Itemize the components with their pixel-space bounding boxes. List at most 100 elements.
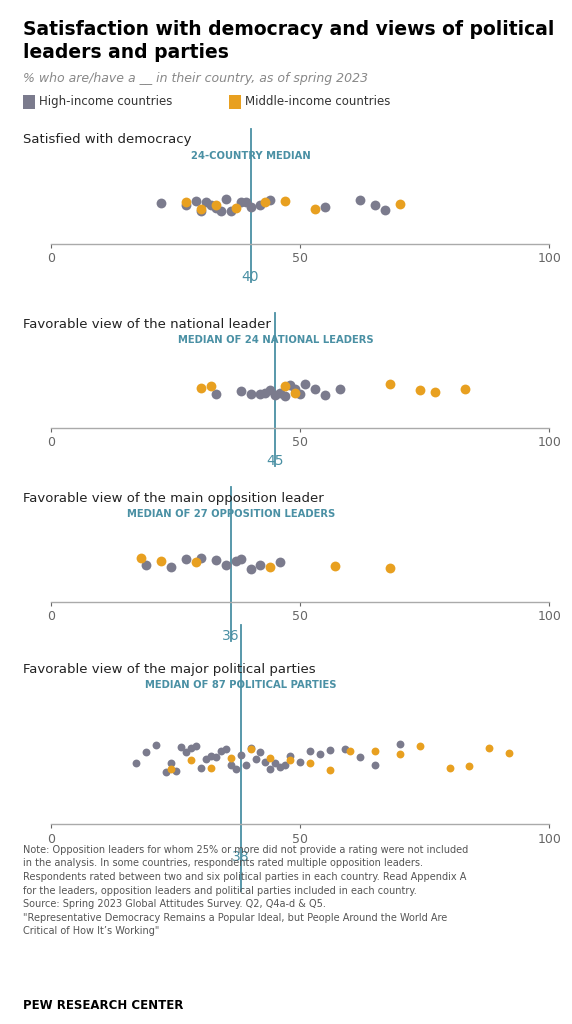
Point	[276, 554, 285, 570]
Point	[246, 199, 255, 215]
Point	[226, 203, 235, 219]
Point	[191, 554, 200, 570]
Point	[286, 749, 295, 765]
Point	[395, 746, 404, 763]
Text: Favorable view of the main opposition leader: Favorable view of the main opposition le…	[23, 492, 324, 505]
Point	[226, 750, 235, 766]
Point	[141, 557, 150, 573]
Point	[281, 378, 290, 394]
Point	[291, 381, 300, 397]
Point	[316, 745, 325, 762]
Point	[176, 739, 185, 756]
Text: Note: Opposition leaders for whom 25% or more did not provide a rating were not : Note: Opposition leaders for whom 25% or…	[23, 845, 468, 936]
Point	[172, 763, 181, 779]
Point	[156, 553, 165, 569]
Text: 24-COUNTRY MEDIAN: 24-COUNTRY MEDIAN	[190, 151, 311, 161]
Point	[236, 194, 245, 210]
Point	[196, 760, 205, 776]
Point	[430, 384, 439, 400]
Point	[226, 757, 235, 773]
Text: 36: 36	[222, 629, 240, 642]
Point	[231, 761, 240, 777]
Point	[281, 387, 290, 403]
Point	[355, 191, 364, 208]
Point	[336, 381, 345, 397]
Text: MEDIAN OF 87 POLITICAL PARTIES: MEDIAN OF 87 POLITICAL PARTIES	[145, 680, 336, 690]
Text: MEDIAN OF 27 OPPOSITION LEADERS: MEDIAN OF 27 OPPOSITION LEADERS	[126, 509, 335, 519]
Point	[281, 757, 290, 773]
Point	[221, 191, 230, 208]
Point	[465, 758, 474, 774]
Point	[261, 194, 270, 210]
Point	[266, 382, 275, 398]
Point	[296, 754, 305, 770]
Point	[236, 551, 245, 567]
Point	[286, 377, 295, 393]
Point	[196, 203, 205, 219]
Text: Favorable view of the national leader: Favorable view of the national leader	[23, 317, 271, 331]
Point	[266, 191, 275, 208]
Point	[325, 762, 335, 778]
Point	[241, 195, 250, 211]
Point	[386, 376, 395, 392]
Text: 45: 45	[267, 455, 284, 468]
Point	[395, 735, 404, 752]
Point	[206, 749, 215, 765]
Point	[221, 740, 230, 757]
Point	[137, 550, 146, 566]
Point	[166, 755, 176, 771]
Text: MEDIAN OF 24 NATIONAL LEADERS: MEDIAN OF 24 NATIONAL LEADERS	[177, 335, 374, 345]
Point	[132, 755, 141, 771]
Point	[161, 763, 170, 779]
Point	[256, 744, 265, 761]
Point	[281, 194, 290, 210]
Point	[371, 197, 380, 213]
Point	[305, 755, 315, 771]
Point	[181, 744, 190, 761]
Point	[196, 380, 205, 396]
Point	[181, 194, 190, 210]
Point	[166, 559, 176, 575]
Point	[395, 196, 404, 212]
Text: % who are/have a __ in their country, as of spring 2023: % who are/have a __ in their country, as…	[23, 72, 368, 85]
Point	[231, 200, 240, 216]
Point	[196, 550, 205, 566]
Point	[201, 751, 210, 767]
Point	[296, 385, 305, 401]
Point	[246, 560, 255, 577]
Point	[152, 736, 161, 753]
Point	[211, 386, 220, 402]
Text: PEW RESEARCH CENTER: PEW RESEARCH CENTER	[23, 998, 183, 1012]
Point	[415, 382, 424, 398]
Point	[216, 203, 225, 219]
Point	[211, 200, 220, 216]
Point	[371, 757, 380, 773]
Point	[211, 750, 220, 766]
Point	[345, 743, 355, 760]
Point	[256, 198, 265, 214]
Point	[186, 752, 196, 768]
Point	[320, 387, 329, 403]
Point	[246, 740, 255, 757]
Point	[211, 552, 220, 568]
Point	[206, 197, 215, 213]
Text: Satisfaction with democracy and views of political
leaders and parties: Satisfaction with democracy and views of…	[23, 20, 554, 62]
Point	[311, 201, 320, 217]
Point	[221, 556, 230, 572]
Point	[276, 385, 285, 401]
Point	[325, 741, 335, 758]
Point	[305, 742, 315, 759]
Point	[485, 739, 494, 756]
Point	[286, 752, 295, 768]
Point	[505, 745, 514, 762]
Point	[196, 201, 205, 217]
Point	[380, 202, 390, 218]
Text: Favorable view of the major political parties: Favorable view of the major political pa…	[23, 663, 316, 676]
Point	[331, 558, 340, 574]
Point	[320, 199, 329, 215]
Point	[371, 742, 380, 759]
Point	[266, 761, 275, 777]
Point	[206, 378, 215, 394]
Point	[191, 194, 200, 210]
Point	[186, 740, 196, 757]
